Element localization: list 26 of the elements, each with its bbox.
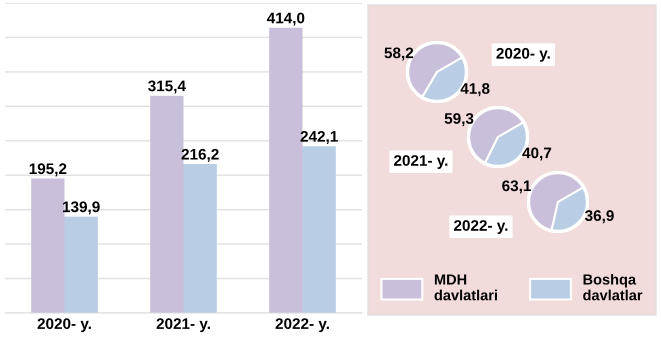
data-label: 315,4: [148, 80, 186, 94]
text: 2021- y.: [394, 155, 448, 169]
data-label: 63,1: [502, 180, 531, 194]
bar: [302, 146, 336, 313]
legend-label: Boshqa davlatlar: [583, 274, 642, 300]
text: 2022- y.: [454, 220, 508, 234]
data-label: 242,1: [300, 130, 338, 144]
legend-label: MDH davlatlari: [434, 274, 497, 300]
chart-title: 2020- y.: [496, 48, 550, 62]
data-label: 216,2: [182, 148, 219, 162]
data-label: 36,9: [584, 210, 614, 224]
bar: [31, 178, 64, 313]
bar: [269, 28, 302, 313]
bar: [150, 96, 184, 313]
x-tick-label: 2020- y.: [38, 318, 91, 332]
bar: [184, 164, 217, 313]
data-label: 414,0: [266, 12, 304, 26]
data-label: 58,2: [384, 47, 414, 60]
data-label: 139,9: [63, 201, 100, 214]
data-label: 41,8: [460, 83, 490, 96]
bar: [64, 216, 98, 313]
data-label: 40,7: [522, 147, 552, 161]
data-label: 195,2: [30, 163, 66, 176]
x-tick-label: 2022- y.: [276, 318, 329, 332]
x-tick-label: 2021- y.: [156, 318, 210, 332]
data-label: 59,3: [444, 113, 474, 126]
